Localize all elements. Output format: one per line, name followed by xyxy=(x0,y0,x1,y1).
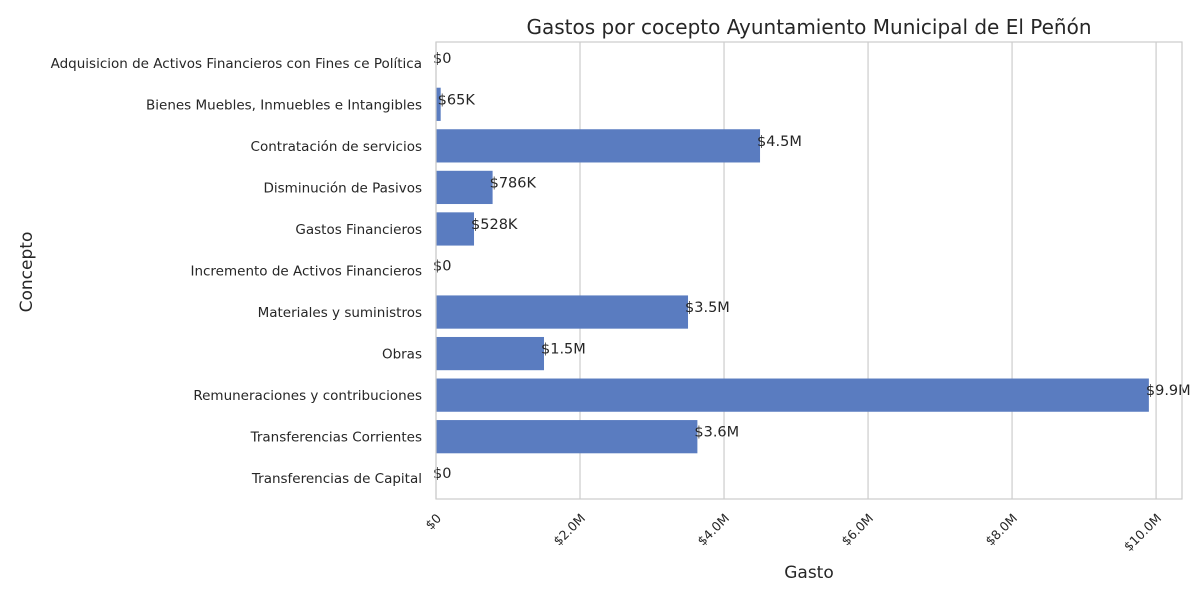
bar xyxy=(436,295,689,329)
data-label: $3.5M xyxy=(685,300,730,316)
x-tick-label: $8.0M xyxy=(982,511,1020,549)
data-label: $4.5M xyxy=(757,134,802,150)
bar xyxy=(436,129,761,163)
x-tick-label: $4.0M xyxy=(694,511,732,549)
data-label: $0 xyxy=(433,51,451,67)
y-tick-label: Transferencias Corrientes xyxy=(250,430,422,446)
chart-title: Gastos por cocepto Ayuntamiento Municipa… xyxy=(527,15,1092,39)
y-tick-label: Disminución de Pasivos xyxy=(263,180,422,196)
bar xyxy=(436,170,493,205)
y-tick-label: Transferencias de Capital xyxy=(251,471,422,487)
bar xyxy=(436,212,475,246)
bar xyxy=(436,420,698,454)
y-tick-label: Materiales y suministros xyxy=(258,305,422,321)
bar xyxy=(436,336,545,371)
bar-layer: $0 $65K $4.5M $786K $528K $0 $3.5M $1.5M $9.9M $3… xyxy=(433,51,1191,482)
bar xyxy=(436,87,441,121)
data-label: $9.9M xyxy=(1146,383,1191,399)
x-tick-label: $10.0M xyxy=(1121,511,1165,555)
data-label: $0 xyxy=(433,259,451,275)
plot-frame xyxy=(435,41,1183,500)
data-label: $0 xyxy=(433,466,451,482)
x-tick-labels: $0 $2.0M $4.0M $6.0M $8.0M $10.0M xyxy=(422,510,1164,554)
y-axis-title: Concepto xyxy=(17,232,37,313)
y-tick-labels: Adquisicion de Activos Financieros con F… xyxy=(51,56,422,487)
data-label: $3.6M xyxy=(694,425,739,441)
data-label: $1.5M xyxy=(541,342,586,358)
x-tick-label: $6.0M xyxy=(838,511,876,549)
y-tick-label: Remuneraciones y contribuciones xyxy=(193,388,422,404)
x-axis-title: Gasto xyxy=(784,563,834,583)
data-label: $65K xyxy=(438,92,476,108)
bar xyxy=(436,378,1149,412)
y-tick-label: Adquisicion de Activos Financieros con F… xyxy=(51,56,422,72)
y-tick-label: Bienes Muebles, Inmuebles e Intangibles xyxy=(146,97,422,113)
y-tick-label: Incremento de Activos Financieros xyxy=(190,264,422,280)
y-tick-label: Gastos Financieros xyxy=(295,222,422,238)
data-label: $786K xyxy=(490,175,537,191)
y-tick-label: Contratación de servicios xyxy=(251,139,422,155)
x-tick-label: $0 xyxy=(422,510,444,532)
x-tick-label: $2.0M xyxy=(550,511,588,549)
data-label: $528K xyxy=(471,217,518,233)
y-tick-label: Obras xyxy=(382,347,422,363)
